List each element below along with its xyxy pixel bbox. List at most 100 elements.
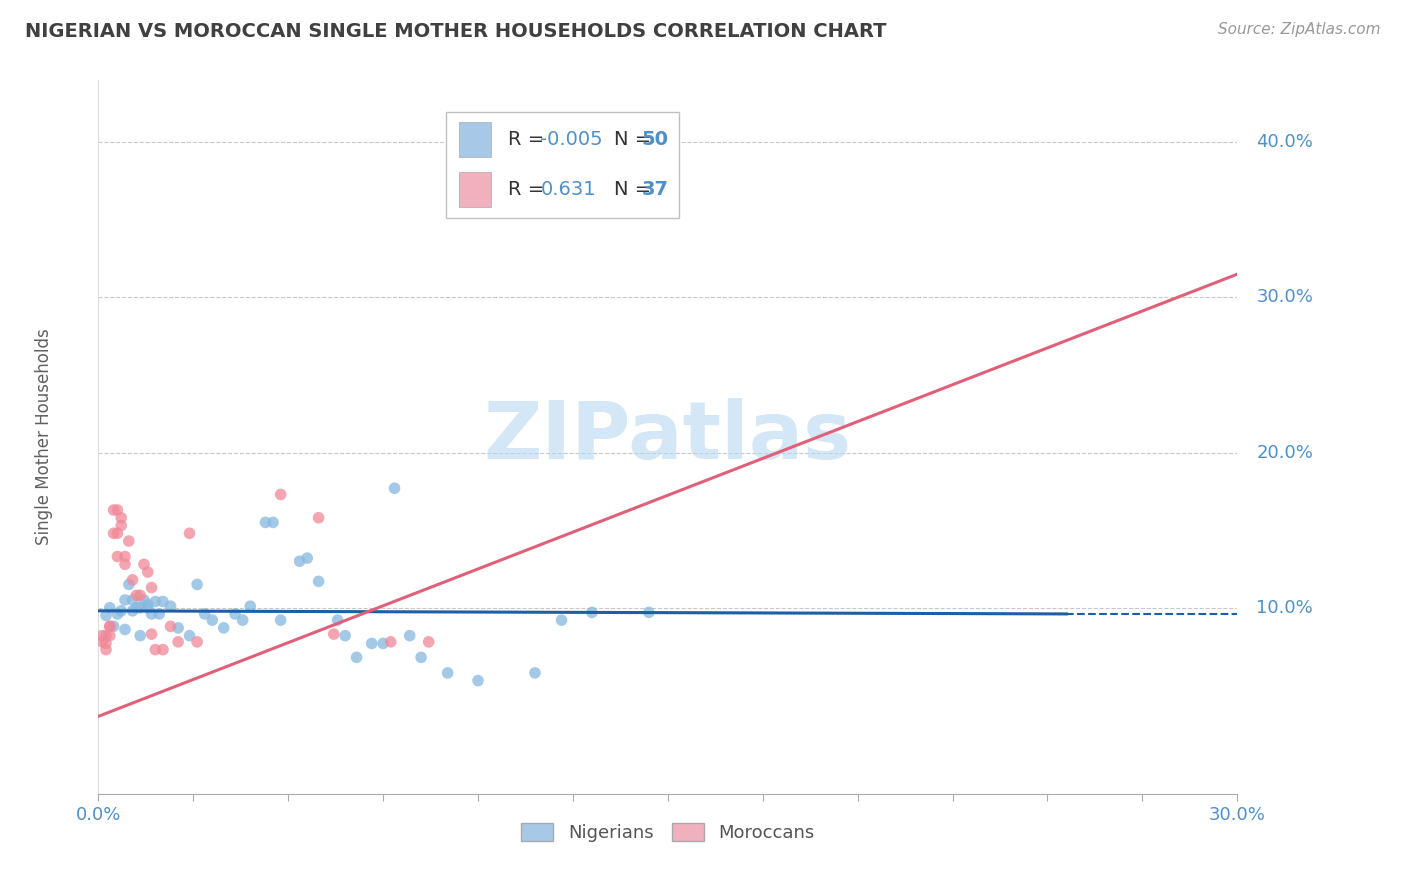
Legend: Nigerians, Moroccans: Nigerians, Moroccans: [513, 815, 823, 849]
Point: [550, 613, 572, 627]
Point: [118, 577, 141, 591]
Point: [132, 593, 155, 607]
Text: 50: 50: [641, 130, 669, 149]
Point: [308, 574, 330, 589]
Point: [179, 629, 201, 643]
Point: [129, 629, 152, 643]
Point: [335, 629, 357, 643]
Point: [103, 619, 125, 633]
Point: [201, 613, 224, 627]
Point: [110, 510, 132, 524]
Point: [145, 594, 167, 608]
Point: [118, 534, 141, 549]
Point: [418, 635, 440, 649]
Text: R =: R =: [509, 130, 544, 149]
Point: [212, 621, 235, 635]
Point: [98, 600, 121, 615]
Text: 20.0%: 20.0%: [1257, 443, 1313, 461]
Point: [121, 593, 143, 607]
Point: [288, 554, 311, 568]
Point: [114, 558, 136, 572]
Point: [148, 607, 170, 621]
Text: ZIPatlas: ZIPatlas: [484, 398, 852, 476]
Text: R =: R =: [509, 180, 544, 199]
Point: [179, 526, 201, 541]
Point: [125, 600, 148, 615]
Point: [136, 598, 159, 612]
Text: -0.005: -0.005: [540, 130, 603, 149]
Point: [136, 565, 159, 579]
Point: [167, 621, 190, 635]
Point: [103, 526, 125, 541]
Point: [436, 665, 458, 680]
Text: Single Mother Households: Single Mother Households: [35, 329, 53, 545]
Point: [398, 629, 420, 643]
Text: 0.631: 0.631: [540, 180, 596, 199]
Point: [129, 588, 152, 602]
Point: [384, 481, 406, 495]
Point: [110, 604, 132, 618]
Point: [322, 627, 344, 641]
Point: [94, 629, 117, 643]
Point: [125, 588, 148, 602]
Point: [270, 487, 292, 501]
Point: [232, 613, 254, 627]
Point: [103, 503, 125, 517]
Point: [581, 174, 603, 188]
Point: [94, 636, 117, 650]
Point: [91, 635, 114, 649]
Point: [380, 635, 402, 649]
Point: [121, 604, 143, 618]
Point: [186, 577, 208, 591]
Text: Source: ZipAtlas.com: Source: ZipAtlas.com: [1218, 22, 1381, 37]
FancyBboxPatch shape: [446, 112, 679, 218]
Point: [110, 518, 132, 533]
Point: [224, 607, 246, 621]
Point: [262, 516, 284, 530]
Text: N =: N =: [614, 180, 651, 199]
Point: [360, 636, 382, 650]
Point: [371, 636, 394, 650]
Point: [91, 629, 114, 643]
Point: [129, 600, 152, 615]
Text: NIGERIAN VS MOROCCAN SINGLE MOTHER HOUSEHOLDS CORRELATION CHART: NIGERIAN VS MOROCCAN SINGLE MOTHER HOUSE…: [25, 22, 887, 41]
Point: [467, 673, 489, 688]
Point: [638, 606, 661, 620]
Point: [114, 623, 136, 637]
Point: [107, 526, 129, 541]
Point: [98, 619, 121, 633]
Text: N =: N =: [614, 130, 651, 149]
Point: [141, 581, 163, 595]
Point: [239, 599, 262, 614]
Point: [346, 650, 368, 665]
Point: [107, 607, 129, 621]
Point: [107, 503, 129, 517]
Point: [524, 665, 547, 680]
Point: [94, 608, 117, 623]
Point: [581, 606, 603, 620]
Point: [136, 600, 159, 615]
Point: [308, 510, 330, 524]
Text: 40.0%: 40.0%: [1257, 133, 1313, 152]
Point: [141, 627, 163, 641]
Point: [152, 594, 174, 608]
Point: [254, 516, 277, 530]
Text: 30.0%: 30.0%: [1257, 288, 1313, 307]
Point: [297, 551, 319, 566]
Point: [98, 619, 121, 633]
Point: [145, 642, 167, 657]
Point: [186, 635, 208, 649]
Point: [98, 629, 121, 643]
Point: [167, 635, 190, 649]
Point: [121, 573, 143, 587]
Text: 37: 37: [641, 180, 669, 199]
Point: [132, 558, 155, 572]
Point: [270, 613, 292, 627]
Point: [114, 593, 136, 607]
Point: [159, 599, 181, 614]
Point: [141, 607, 163, 621]
Point: [94, 642, 117, 657]
Point: [152, 642, 174, 657]
Point: [107, 549, 129, 564]
Point: [159, 619, 181, 633]
